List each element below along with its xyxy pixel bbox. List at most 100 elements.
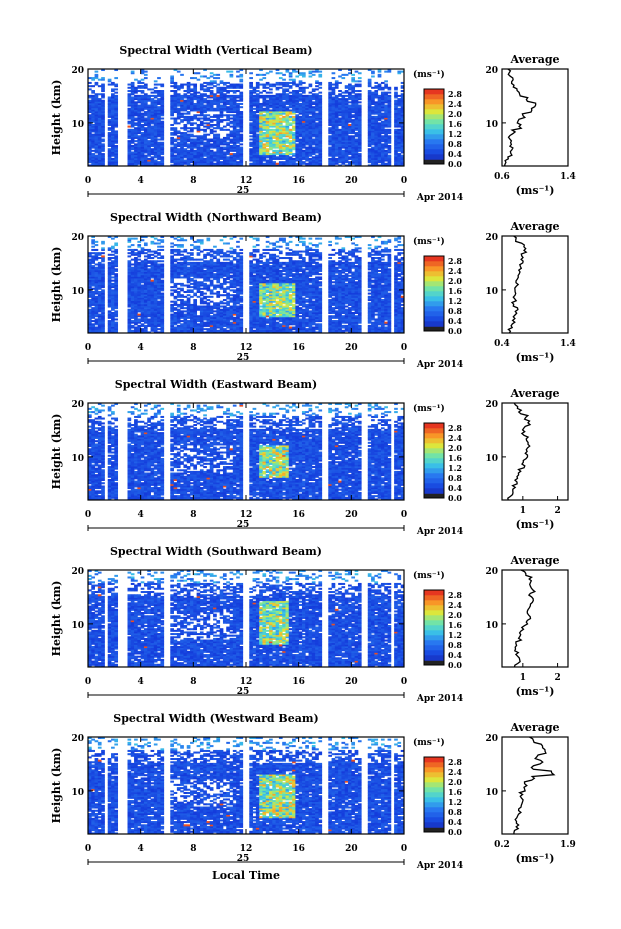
heatmap-cell (220, 105, 224, 107)
heatmap-cell (111, 158, 115, 160)
heatmap-cell (216, 134, 220, 136)
heatmap-cell (193, 139, 197, 141)
heatmap-cell (213, 108, 217, 110)
heatmap-cell (170, 147, 174, 149)
heatmap-cell (230, 118, 234, 120)
heatmap-cell (226, 71, 230, 73)
heatmap-cell (193, 77, 197, 79)
heatmap-cell (128, 90, 132, 92)
heatmap-cell (197, 118, 201, 120)
heatmap-cell (144, 93, 148, 95)
heatmap-cell (91, 77, 95, 79)
heatmap-cell (187, 150, 191, 152)
heatmap-cell (170, 85, 174, 87)
heatmap-cell (177, 85, 181, 87)
heatmap-cell (174, 127, 178, 129)
heatmap-cell (203, 93, 207, 95)
heatmap-cell (200, 129, 204, 131)
heatmap-cell (91, 85, 95, 87)
heatmap-cell (210, 75, 214, 77)
heatmap-cell (108, 119, 112, 121)
heatmap-cell (230, 130, 234, 132)
heatmap-cell (177, 142, 181, 144)
heatmap-cell (174, 139, 178, 141)
heatmap-cell (154, 90, 158, 92)
heatmap-cell (137, 95, 141, 97)
heatmap-cell (213, 124, 217, 126)
heatmap-cell (193, 122, 197, 124)
heatmap-cell (233, 84, 237, 86)
heatmap-cell (157, 84, 161, 86)
heatmap-cell (213, 77, 217, 79)
heatmap-cell (114, 92, 118, 94)
heatmap-cell (233, 90, 237, 92)
heatmap-cell (210, 90, 214, 92)
heatmap-cell (193, 150, 197, 152)
heatmap-cell (101, 77, 105, 79)
heatmap-cell (157, 106, 161, 108)
heatmap-cell (197, 95, 201, 97)
heatmap-cell (177, 93, 181, 95)
panel-title: Spectral Width (Vertical Beam) (119, 44, 312, 57)
heatmap-cell (207, 82, 211, 84)
heatmap-cell (108, 132, 112, 134)
heatmap-cell (177, 108, 181, 110)
heatmap-cell (91, 153, 95, 155)
heatmap-cell (216, 95, 220, 97)
heatmap-cell (95, 74, 99, 76)
heatmap-cell (134, 122, 138, 124)
heatmap-cell (230, 114, 234, 116)
heatmap-cell (174, 155, 178, 157)
heatmap-cell (183, 100, 187, 102)
heatmap-cell (190, 134, 194, 136)
heatmap-cell (101, 100, 105, 102)
heatmap-cell (95, 155, 99, 157)
heatmap-cell (180, 132, 184, 134)
heatmap-cell (187, 134, 191, 136)
heatmap-cell (108, 79, 112, 81)
heatmap-cell (174, 118, 178, 120)
heatmap-cell (197, 79, 201, 81)
heatmap-cell (137, 105, 141, 107)
heatmap-cell (147, 140, 151, 142)
heatmap-cell (223, 114, 227, 116)
heatmap-cell (180, 84, 184, 86)
heatmap-cell (197, 114, 201, 116)
heatmap-cell (141, 113, 145, 115)
heatmap-cell (226, 129, 230, 131)
heatmap-cell (216, 114, 220, 116)
heatmap-cell (131, 151, 135, 153)
heatmap-cell (183, 113, 187, 115)
heatmap-cell (147, 105, 151, 107)
heatmap-cell (230, 145, 234, 147)
heatmap-cell (154, 100, 158, 102)
heatmap-cell (187, 127, 191, 129)
heatmap-cell (236, 129, 240, 131)
heatmap-cell (223, 129, 227, 131)
heatmap-cell (207, 118, 211, 120)
heatmap-cell (131, 82, 135, 84)
heatmap-cell (210, 139, 214, 141)
heatmap-cell (216, 74, 220, 76)
heatmap-cell (157, 139, 161, 141)
heatmap-cell (111, 82, 115, 84)
heatmap-cell (95, 93, 99, 95)
heatmap-cell (187, 82, 191, 84)
heatmap-cell (144, 84, 148, 86)
heatmap-cell (101, 93, 105, 95)
heatmap-cell (226, 82, 230, 84)
heatmap-cell (203, 122, 207, 124)
heatmap-cell (207, 139, 211, 141)
heatmap-cell (226, 106, 230, 108)
heatmap-cell (151, 126, 155, 128)
heatmap-cell (210, 143, 214, 145)
heatmap-cell (223, 119, 227, 121)
heatmap-cell (230, 95, 234, 97)
heatmap-cell (207, 77, 211, 79)
heatmap-cell (151, 98, 155, 100)
heatmap-cell (183, 124, 187, 126)
heatmap-cell (207, 122, 211, 124)
heatmap-cell (131, 71, 135, 73)
heatmap-cell (91, 124, 95, 126)
heatmap-cell (203, 142, 207, 144)
